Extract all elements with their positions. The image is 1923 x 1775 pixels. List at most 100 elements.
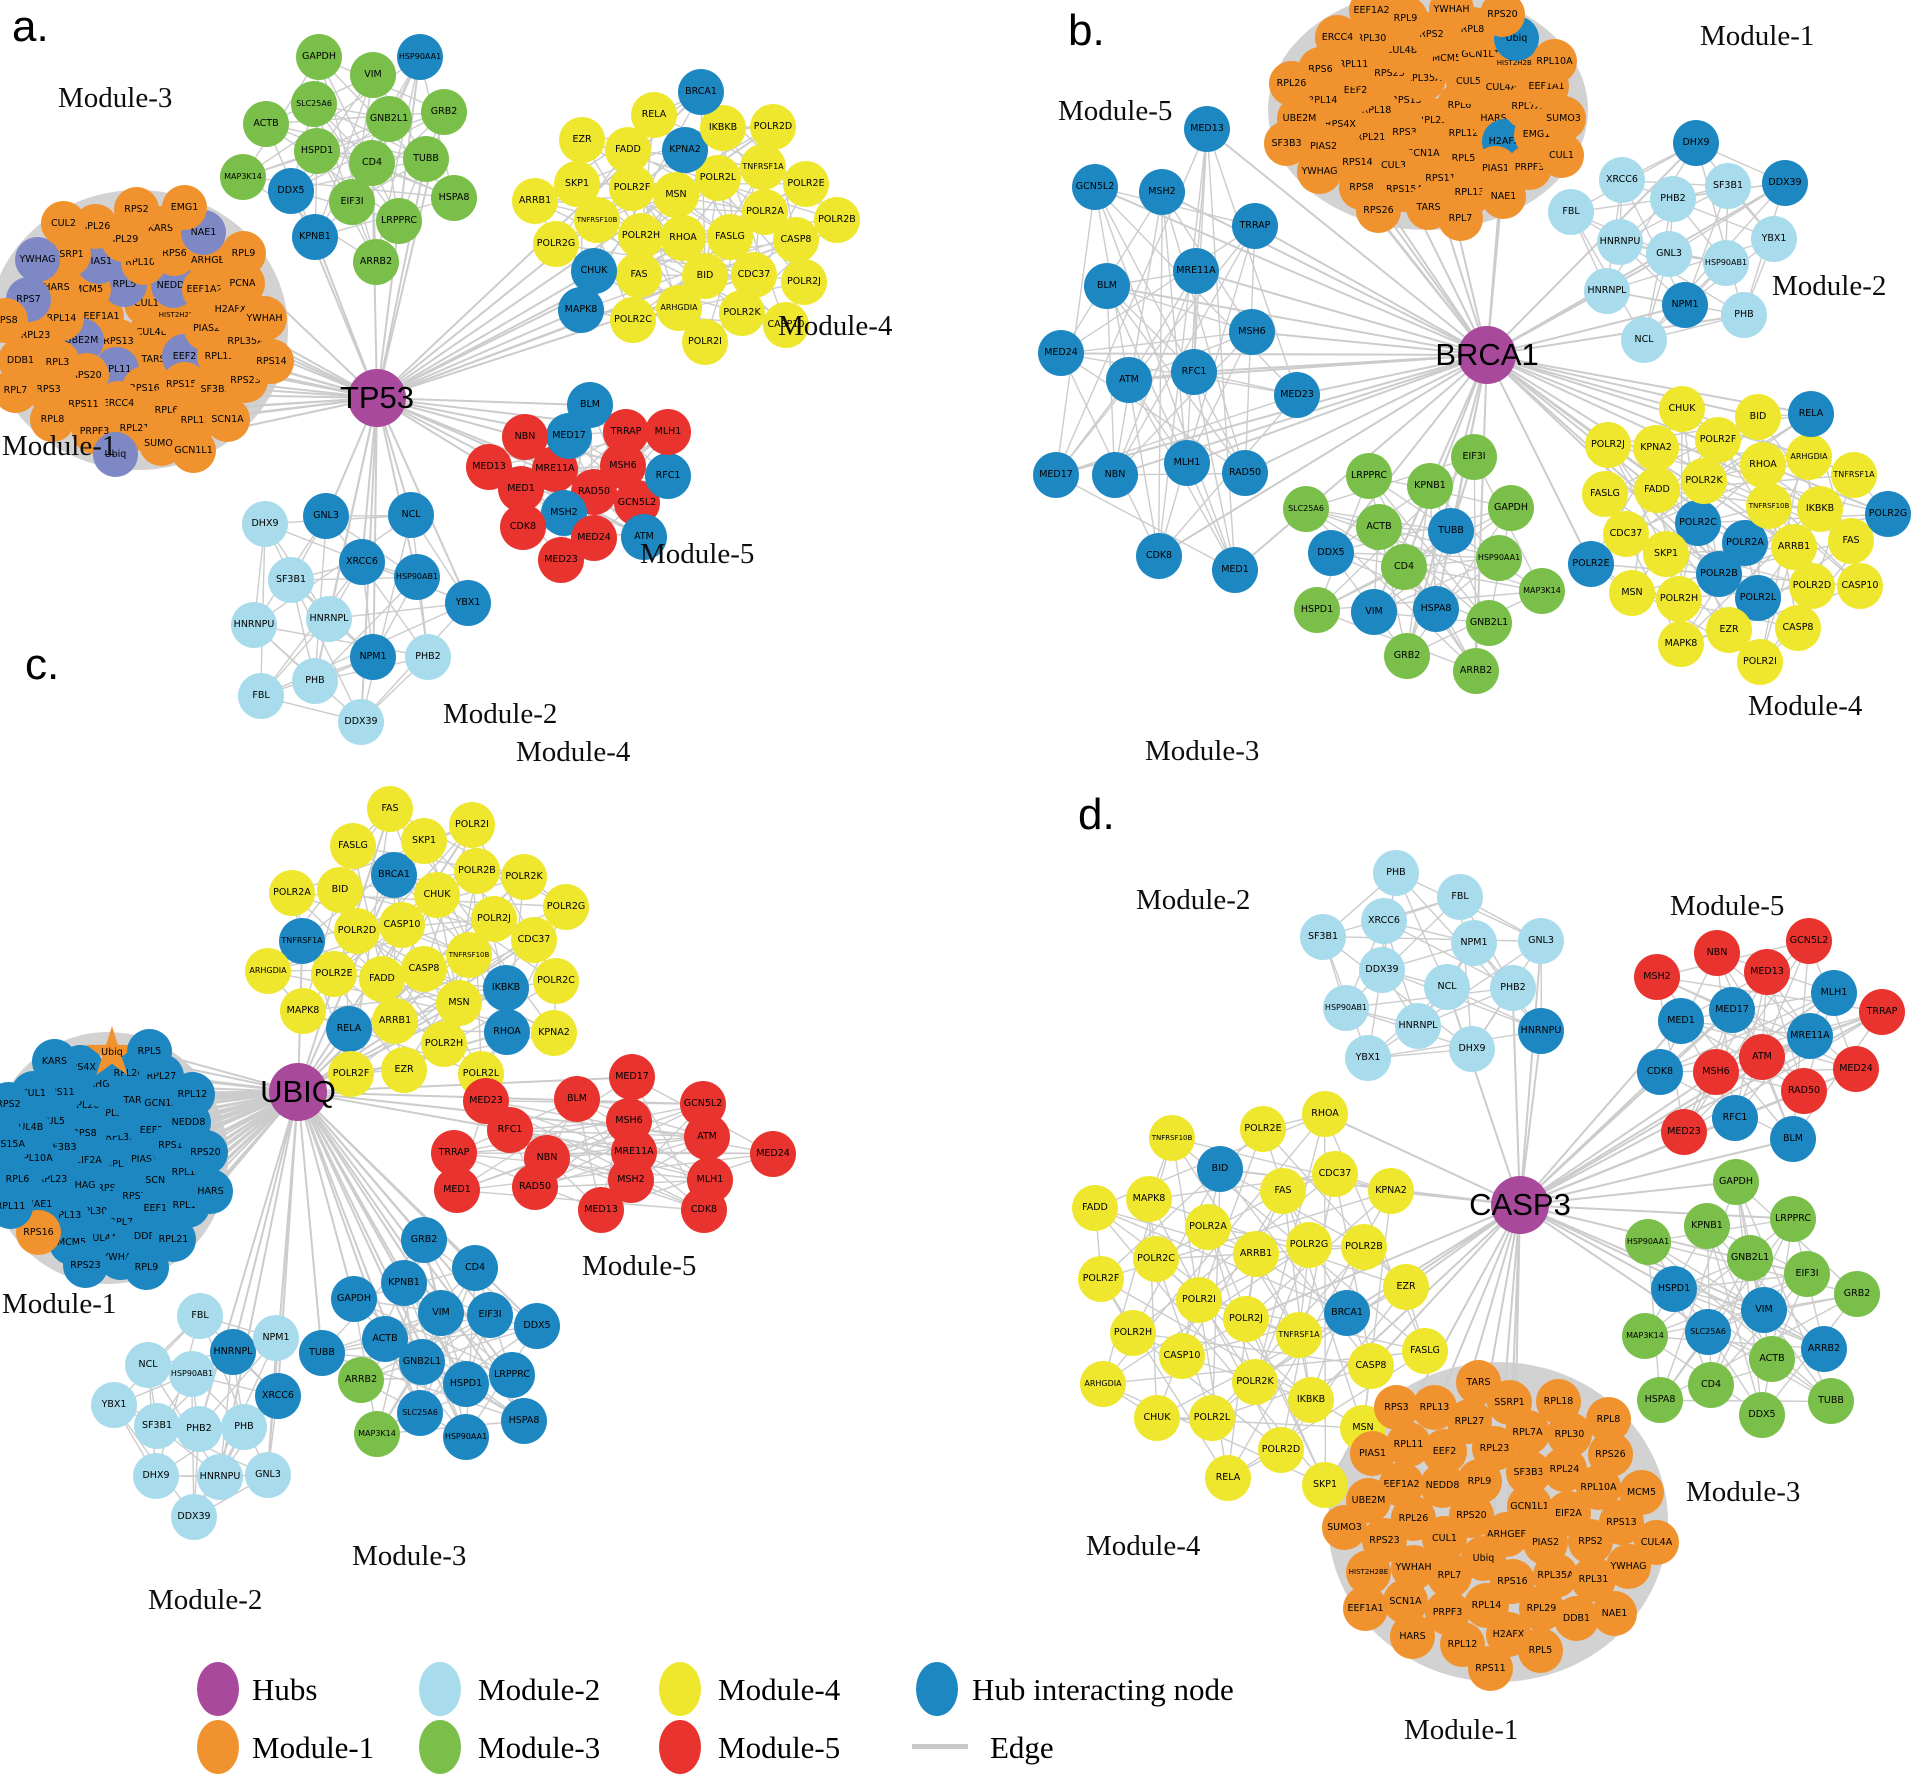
node-grb2[interactable]: GRB2: [401, 1217, 447, 1263]
node-arrb1[interactable]: ARRB1: [512, 178, 558, 224]
node-polr2i[interactable]: POLR2I: [449, 802, 495, 848]
node-gnl3[interactable]: GNL3: [303, 493, 349, 539]
node-rad50[interactable]: RAD50: [1781, 1068, 1827, 1114]
node-hnrnpu[interactable]: HNRNPU: [1518, 1008, 1564, 1054]
node-rpl8[interactable]: RPL8: [30, 397, 75, 442]
node-cdk8[interactable]: CDK8: [681, 1187, 727, 1233]
node-skp1[interactable]: SKP1: [554, 161, 600, 207]
node-nbn[interactable]: NBN: [502, 414, 548, 460]
node-skp1[interactable]: SKP1: [401, 818, 447, 864]
node-rps20[interactable]: RPS20: [183, 1130, 228, 1175]
node-casp10[interactable]: CASP10: [1837, 563, 1883, 609]
node-map3k14[interactable]: MAP3K14: [1622, 1313, 1668, 1359]
node-actb[interactable]: ACTB: [362, 1316, 408, 1362]
node-lrpprc[interactable]: LRPPRC: [1770, 1196, 1816, 1242]
node-rpl10a[interactable]: RPL10A: [1532, 39, 1577, 84]
node-tnfrsf1a[interactable]: TNFRSF1A: [279, 918, 325, 964]
node-eef1a1[interactable]: EEF1A1: [1343, 1586, 1388, 1631]
node-chuk[interactable]: CHUK: [414, 872, 460, 918]
node-kpnb1[interactable]: KPNB1: [292, 214, 338, 260]
node-rhoa[interactable]: RHOA: [484, 1009, 530, 1055]
node-fas[interactable]: FAS: [616, 252, 662, 298]
node-phb2[interactable]: PHB2: [1490, 965, 1536, 1011]
node-polr2j[interactable]: POLR2J: [471, 896, 517, 942]
node-msh6[interactable]: MSH6: [606, 1098, 652, 1144]
node-fbl[interactable]: FBL: [177, 1293, 223, 1339]
node-rela[interactable]: RELA: [326, 1006, 372, 1052]
node-gapdh[interactable]: GAPDH: [1488, 485, 1534, 531]
node-ddx5[interactable]: DDX5: [1739, 1392, 1785, 1438]
node-hsp90ab1[interactable]: HSP90AB1: [1323, 985, 1369, 1031]
node-fadd[interactable]: FADD: [1072, 1185, 1118, 1231]
node-msh2[interactable]: MSH2: [1634, 954, 1680, 1000]
node-actb[interactable]: ACTB: [1749, 1336, 1795, 1382]
node-ybx1[interactable]: YBX1: [1345, 1035, 1391, 1081]
node-polr2g[interactable]: POLR2G: [533, 221, 579, 267]
node-cdc37[interactable]: CDC37: [1312, 1151, 1358, 1197]
node-faslg[interactable]: FASLG: [1402, 1328, 1448, 1374]
node-phb[interactable]: PHB: [1373, 850, 1419, 896]
node-mlh1[interactable]: MLH1: [645, 409, 691, 455]
hub-ubiq[interactable]: [269, 1063, 327, 1121]
node-sumo3[interactable]: SUMO3: [1322, 1505, 1367, 1550]
node-slc25a6[interactable]: SLC25A6: [291, 81, 337, 127]
node-grb2[interactable]: GRB2: [1834, 1271, 1880, 1317]
node-nae1[interactable]: NAE1: [1481, 174, 1526, 219]
node-med24[interactable]: MED24: [571, 515, 617, 561]
node-blm[interactable]: BLM: [1084, 263, 1130, 309]
node-tnfrsf10b[interactable]: TNFRSF10B: [1746, 483, 1792, 529]
node-blm[interactable]: BLM: [554, 1076, 600, 1122]
node-rpl18[interactable]: RPL18: [1536, 1379, 1581, 1424]
node-ncl[interactable]: NCL: [1424, 964, 1470, 1010]
node-map3k14[interactable]: MAP3K14: [1519, 568, 1565, 614]
node-polr2b[interactable]: POLR2B: [1696, 551, 1742, 597]
node-rps20[interactable]: RPS20: [1480, 0, 1525, 37]
node-polr2d[interactable]: POLR2D: [1258, 1427, 1304, 1473]
node-casp8[interactable]: CASP8: [773, 217, 819, 263]
node-med24[interactable]: MED24: [1038, 330, 1084, 376]
node-rps26[interactable]: RPS26: [1588, 1432, 1633, 1477]
node-arhgdia[interactable]: ARHGDIA: [1080, 1361, 1126, 1407]
node-gnl3[interactable]: GNL3: [1518, 918, 1564, 964]
node-hnrnpu[interactable]: HNRNPU: [231, 602, 277, 648]
node-npm1[interactable]: NPM1: [253, 1315, 299, 1361]
node-msn[interactable]: MSN: [1609, 570, 1655, 616]
node-polr2e[interactable]: POLR2E: [311, 951, 357, 997]
node-cd4[interactable]: CD4: [349, 140, 395, 186]
node-rhoa[interactable]: RHOA: [1302, 1091, 1348, 1137]
node-phb[interactable]: PHB: [1721, 292, 1767, 338]
node-casp10[interactable]: CASP10: [763, 302, 809, 348]
node-rpl5[interactable]: RPL5: [1518, 1628, 1563, 1673]
node-dhx9[interactable]: DHX9: [1673, 120, 1719, 166]
node-med13[interactable]: MED13: [1744, 949, 1790, 995]
node-ybx1[interactable]: YBX1: [1751, 216, 1797, 262]
node-tnfrsf1a[interactable]: TNFRSF1A: [1831, 452, 1877, 498]
node-gcn5l2[interactable]: GCN5L2: [1786, 918, 1832, 964]
node-tnfrsf10b[interactable]: TNFRSF10B: [1149, 1115, 1195, 1161]
node-polr2j[interactable]: POLR2J: [1223, 1296, 1269, 1342]
node-med1[interactable]: MED1: [1658, 998, 1704, 1044]
node-kpna2[interactable]: KPNA2: [531, 1010, 577, 1056]
node-blm[interactable]: BLM: [1770, 1116, 1816, 1162]
node-scn1a[interactable]: SCN1A: [205, 397, 250, 442]
hub-brca1[interactable]: [1458, 326, 1516, 384]
node-med24[interactable]: MED24: [750, 1131, 796, 1177]
node-gcn5l2[interactable]: GCN5L2: [680, 1081, 726, 1127]
node-ezr[interactable]: EZR: [381, 1047, 427, 1093]
node-polr2e[interactable]: POLR2E: [1240, 1106, 1286, 1152]
node-fadd[interactable]: FADD: [1634, 467, 1680, 513]
node-mre11a[interactable]: MRE11A: [1787, 1013, 1833, 1059]
node-rps2[interactable]: RPS2: [114, 187, 159, 232]
node-xrcc6[interactable]: XRCC6: [1599, 157, 1645, 203]
node-casp10[interactable]: CASP10: [1159, 1333, 1205, 1379]
node-kars[interactable]: KARS: [32, 1039, 77, 1084]
node-dhx9[interactable]: DHX9: [133, 1453, 179, 1499]
node-polr2l[interactable]: POLR2L: [1189, 1395, 1235, 1441]
node-dhx9[interactable]: DHX9: [242, 501, 288, 547]
node-tubb[interactable]: TUBB: [299, 1330, 345, 1376]
node-bid[interactable]: BID: [1197, 1146, 1243, 1192]
node-hspa8[interactable]: HSPA8: [431, 175, 477, 221]
node-fbl[interactable]: FBL: [1437, 874, 1483, 920]
node-hsp90ab1[interactable]: HSP90AB1: [394, 554, 440, 600]
node-hspd1[interactable]: HSPD1: [443, 1361, 489, 1407]
